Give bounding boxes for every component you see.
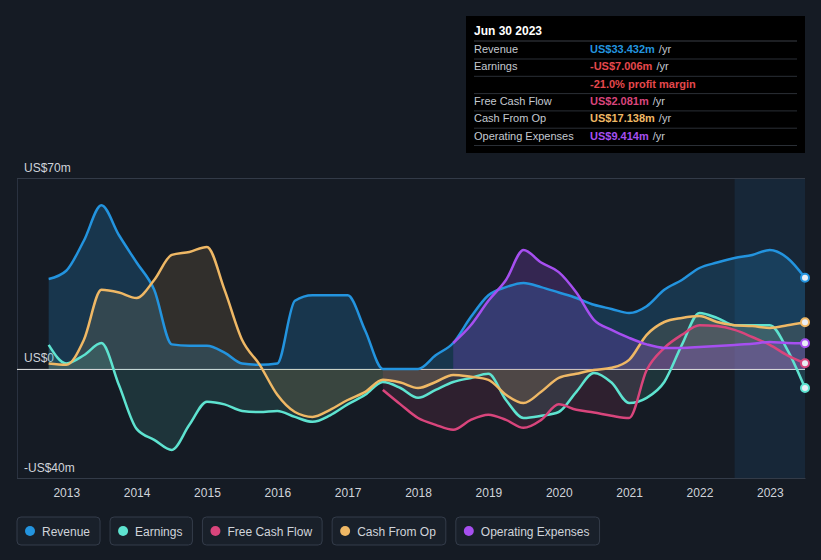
tooltip-unit: /yr (656, 60, 669, 72)
series-line (453, 250, 805, 348)
legend-swatch (25, 526, 35, 536)
end-point (801, 384, 809, 392)
areas (49, 205, 805, 450)
legend-item[interactable]: Earnings (110, 517, 192, 545)
y-axis: -US$40mUS$0US$70m (17, 161, 805, 479)
legend-swatch (118, 526, 128, 536)
x-tick: 2021 (616, 478, 643, 500)
x-tick: 2016 (264, 478, 291, 500)
series-line (49, 313, 805, 450)
tooltip-value: US$33.432m (590, 43, 655, 55)
y-tick: -US$40m (17, 461, 805, 479)
lines (49, 205, 805, 450)
tooltip-unit: /yr (653, 95, 666, 107)
tooltip-label: Earnings (474, 60, 518, 72)
legend-label: Free Cash Flow (227, 525, 312, 539)
x-tick-label: 2020 (546, 486, 573, 500)
legend: Revenue Earnings Free Cash Flow Cash From O… (17, 517, 600, 545)
legend-label: Cash From Op (357, 525, 436, 539)
x-tick-label: 2013 (53, 486, 80, 500)
tooltip-label: Free Cash Flow (474, 95, 552, 107)
legend-item[interactable]: Operating Expenses (456, 517, 600, 545)
x-tick-label: 2015 (194, 486, 221, 500)
tooltip-value: US$2.081m (590, 95, 649, 107)
grid-line (17, 478, 805, 479)
legend-label: Operating Expenses (481, 525, 590, 539)
tooltip-value: US$17.138m (590, 112, 655, 124)
end-points (801, 274, 809, 392)
legend-button[interactable] (110, 517, 192, 545)
chart-container: -US$40mUS$0US$70m20132014201520162017201… (0, 0, 821, 560)
legend-button[interactable] (456, 517, 600, 545)
series-line (49, 205, 805, 369)
tooltip-unit: /yr (653, 130, 666, 142)
tooltip-value: US$9.414m (590, 130, 649, 142)
x-tick-label: 2021 (616, 486, 643, 500)
tooltip-label: Revenue (474, 43, 518, 55)
legend-swatch (340, 526, 350, 536)
x-tick: 2022 (687, 478, 714, 500)
legend-button[interactable] (202, 517, 322, 545)
y-tick: US$70m (17, 161, 805, 179)
x-axis-line (18, 478, 806, 479)
legend-button[interactable] (17, 517, 100, 545)
x-tick-label: 2023 (757, 486, 784, 500)
tooltip-label: Operating Expenses (474, 130, 574, 142)
tooltip-unit: /yr (659, 43, 672, 55)
x-tick: 2014 (124, 478, 151, 500)
x-tick: 2020 (546, 478, 573, 500)
tooltip-separator (474, 41, 797, 42)
end-point (801, 339, 809, 347)
x-tick-label: 2016 (264, 486, 291, 500)
plot-area (49, 205, 805, 450)
x-tick: 2018 (405, 478, 432, 500)
legend-swatch (210, 526, 220, 536)
y-axis-line (17, 179, 18, 479)
legend-label: Earnings (135, 525, 182, 539)
tooltip-text: -21.0% profit margin (590, 78, 696, 90)
x-tick: 2015 (194, 478, 221, 500)
series-area (453, 250, 805, 369)
x-tick-label: 2018 (405, 486, 432, 500)
tooltip-separator (474, 145, 797, 146)
end-point (801, 359, 809, 367)
x-tick-label: 2022 (687, 486, 714, 500)
background (0, 0, 821, 560)
y-tick-label: -US$40m (24, 461, 75, 475)
legend-label: Revenue (42, 525, 90, 539)
x-tick: 2013 (53, 478, 80, 500)
x-tick: 2017 (335, 478, 362, 500)
legend-item[interactable]: Revenue (17, 517, 100, 545)
x-tick: 2019 (476, 478, 503, 500)
x-axis: 2013 2014 2015 2016 2017 2018 2019 2020 2021 2022… (18, 478, 806, 500)
series-line (49, 247, 805, 417)
tooltip-unit: /yr (659, 112, 672, 124)
x-tick-label: 2019 (476, 486, 503, 500)
tooltip-title: Jun 30 2023 (474, 24, 542, 38)
grid-line (17, 178, 805, 179)
x-tick-label: 2014 (124, 486, 151, 500)
legend-button[interactable] (332, 517, 446, 545)
tooltip: Jun 30 2023 Revenue US$33.432m/yr Earnings -… (466, 16, 805, 153)
x-tick-label: 2017 (335, 486, 362, 500)
end-point (801, 274, 809, 282)
tooltip-label: Cash From Op (474, 112, 546, 124)
tooltip-box (466, 16, 805, 153)
legend-swatch (464, 526, 474, 536)
tooltip-value: -US$7.006m (590, 60, 653, 72)
y-tick-label: US$70m (24, 161, 71, 175)
x-tick: 2023 (757, 478, 784, 500)
legend-item[interactable]: Cash From Op (332, 517, 446, 545)
end-point (801, 318, 809, 326)
legend-item[interactable]: Free Cash Flow (202, 517, 322, 545)
chart-svg: -US$40mUS$0US$70m20132014201520162017201… (0, 0, 821, 560)
